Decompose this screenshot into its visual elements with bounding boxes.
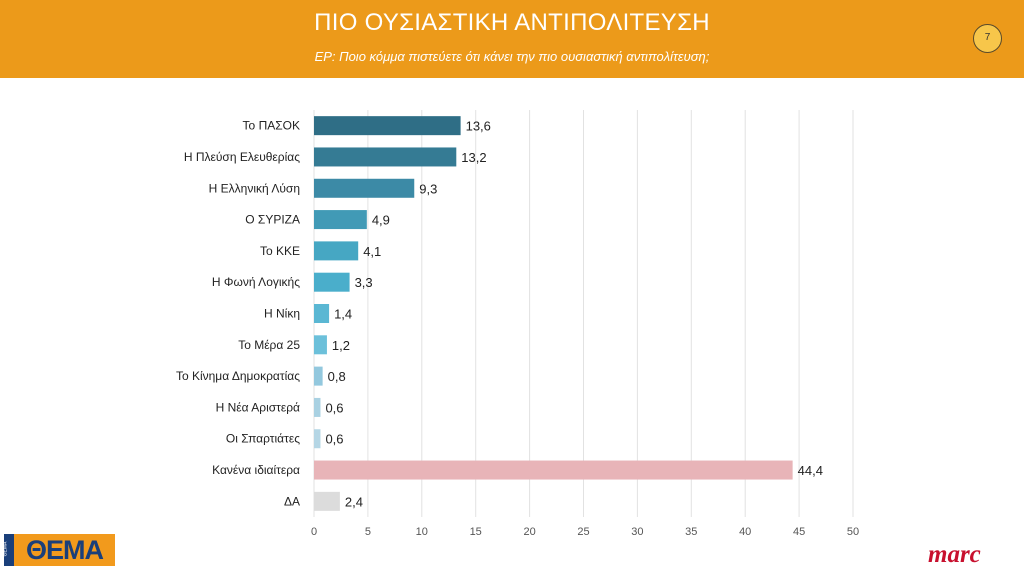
data-label: 1,4 — [334, 307, 352, 322]
category-label: Το ΚΚΕ — [260, 244, 300, 258]
x-tick-label: 0 — [311, 526, 317, 538]
logo-left-side-strip: ΘΕΜΑ — [2, 534, 14, 566]
category-label: Η Νέα Αριστερά — [216, 400, 300, 414]
page-title: ΠΙΟ ΟΥΣΙΑΣΤΙΚΗ ΑΝΤΙΠΟΛΙΤΕΥΣΗ — [314, 9, 710, 36]
logo-left-text: ΘΕΜΑ — [14, 534, 115, 566]
category-label: Ο ΣΥΡΙΖΑ — [245, 213, 300, 227]
x-tick-label: 45 — [793, 526, 805, 538]
bar — [314, 147, 457, 167]
x-tick-label: 25 — [577, 526, 589, 538]
category-label: Η Πλεύση Ελευθερίας — [184, 150, 300, 164]
x-tick-label: 50 — [847, 526, 859, 538]
bar — [314, 397, 321, 417]
category-label: Η Φωνή Λογικής — [212, 275, 300, 289]
x-tick-label: 35 — [685, 526, 697, 538]
proto-thema-logo: ΘΕΜΑ ΘΕΜΑ — [2, 534, 115, 566]
data-label: 44,4 — [798, 463, 823, 478]
category-label: Η Ελληνική Λύση — [209, 181, 300, 195]
x-tick-label: 30 — [631, 526, 643, 538]
data-label: 3,3 — [355, 275, 373, 290]
bar — [314, 210, 367, 230]
bar — [314, 460, 793, 480]
data-label: 2,4 — [345, 494, 363, 509]
bar — [314, 116, 461, 136]
x-tick-label: 15 — [470, 526, 482, 538]
category-label: Κανένα ιδιαίτερα — [212, 463, 300, 477]
data-label: 13,6 — [466, 119, 491, 134]
header-bar: ΠΙΟ ΟΥΣΙΑΣΤΙΚΗ ΑΝΤΙΠΟΛΙΤΕΥΣΗ ΕΡ: Ποιο κό… — [0, 0, 1024, 78]
bar — [314, 241, 359, 261]
page-number-badge: 7 — [973, 24, 1002, 53]
data-label: 0,8 — [328, 369, 346, 384]
data-label: 0,6 — [325, 400, 343, 415]
category-label: Οι Σπαρτιάτες — [226, 432, 300, 446]
category-label: ΔΑ — [284, 494, 300, 508]
data-label: 0,6 — [325, 432, 343, 447]
x-tick-label: 5 — [365, 526, 371, 538]
category-label: Το Κίνημα Δημοκρατίας — [176, 369, 300, 383]
bar — [314, 304, 330, 323]
bar — [314, 178, 415, 198]
marc-logo: marc — [928, 541, 981, 568]
x-tick-label: 20 — [523, 526, 535, 538]
bar — [314, 429, 321, 449]
data-label: 1,2 — [332, 338, 350, 353]
bar — [314, 272, 350, 292]
category-label: Η Νίκη — [264, 307, 300, 321]
bar — [314, 335, 327, 355]
category-label: Το ΠΑΣΟΚ — [243, 119, 300, 133]
bar — [314, 491, 340, 511]
data-label: 9,3 — [419, 181, 437, 196]
bar — [314, 366, 323, 386]
x-tick-label: 40 — [739, 526, 751, 538]
x-tick-label: 10 — [416, 526, 428, 538]
data-label: 13,2 — [461, 150, 486, 165]
data-label: 4,9 — [372, 213, 390, 228]
category-label: Το Μέρα 25 — [238, 338, 300, 352]
data-label: 4,1 — [363, 244, 381, 259]
question-subtitle: ΕΡ: Ποιο κόμμα πιστεύετε ότι κάνει την π… — [314, 49, 710, 64]
